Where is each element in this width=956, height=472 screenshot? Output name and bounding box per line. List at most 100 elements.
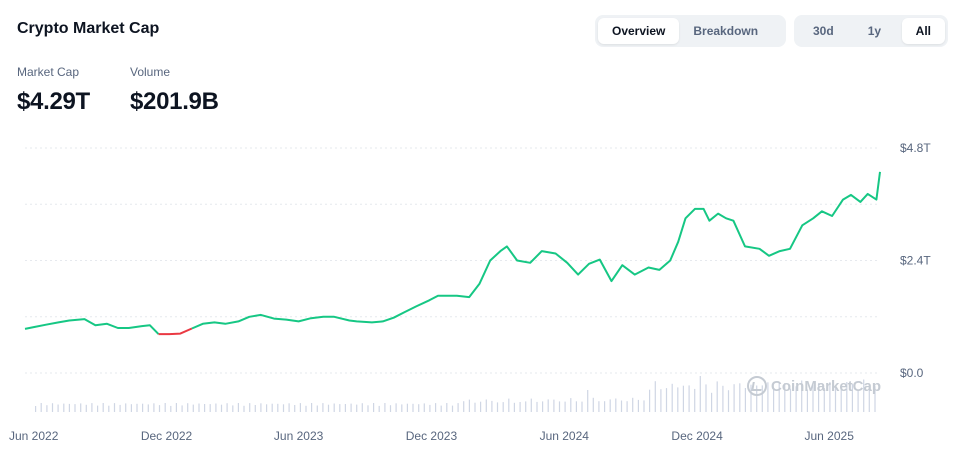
y-tick-label: $0.0 [900, 366, 924, 380]
volume-bar [40, 403, 42, 412]
coinmarketcap-watermark: CoinMarketCap [747, 376, 881, 396]
volume-bar [389, 405, 392, 412]
volume-bar [626, 401, 628, 412]
volume-bar [643, 400, 645, 412]
volume-bar [744, 388, 746, 412]
volume-bar [857, 389, 859, 412]
volume-bar [282, 404, 285, 412]
overview-tab[interactable]: Overview [598, 18, 680, 44]
volume-bar [97, 405, 99, 412]
volume-bar [834, 386, 837, 412]
volume-bar [344, 404, 346, 412]
volume-bar [649, 389, 651, 412]
volume-bar [711, 392, 713, 412]
volume-bar [401, 404, 403, 412]
volume-bar [801, 380, 803, 412]
volume-bar [237, 403, 239, 412]
volume-bar [851, 384, 853, 412]
volume-bar [136, 403, 138, 412]
volume-bar [418, 404, 420, 412]
x-tick-label: Dec 2024 [671, 429, 723, 443]
range-30d-button[interactable]: 30d [813, 24, 834, 38]
volume-bar [333, 403, 335, 412]
volume-bar [463, 401, 465, 412]
volume-bar [784, 383, 786, 412]
volume-bar [220, 404, 223, 412]
volume-bar [299, 403, 301, 412]
volume-bar [215, 403, 217, 412]
volume-bar [688, 385, 690, 412]
volume-bar [682, 385, 684, 412]
x-tick-label: Dec 2022 [141, 429, 193, 443]
volume-bar [677, 387, 679, 412]
volume-bar [806, 389, 808, 412]
series-line-segment [158, 327, 193, 336]
volume-bar [587, 390, 589, 412]
volume-bar [513, 402, 515, 412]
volume-bar [277, 403, 279, 412]
x-tick-label: Jun 2025 [804, 429, 854, 443]
volume-bar [423, 403, 425, 412]
volume-value: $201.9B [130, 88, 219, 115]
volume-bar [226, 403, 228, 412]
volume-bar [294, 405, 296, 412]
volume-bar [874, 386, 876, 412]
volume-bar [778, 383, 780, 412]
volume-bar [249, 403, 251, 412]
volume-bar [564, 401, 566, 412]
volume-bar [558, 401, 561, 412]
volume-bar [553, 399, 555, 412]
volume-bar [457, 403, 459, 412]
range-all-button[interactable]: All [901, 18, 945, 44]
volume-bar [480, 401, 482, 412]
volume-bar [147, 404, 149, 412]
volume-bar [209, 404, 211, 412]
volume-bar [536, 401, 538, 412]
volume-bar [756, 385, 758, 412]
breakdown-tab[interactable]: Breakdown [693, 24, 759, 38]
volume-bar [496, 402, 499, 412]
volume-bar [570, 398, 572, 412]
volume-bar [609, 399, 611, 412]
view-toggle: Overview Breakdown [595, 15, 786, 47]
volume-bar [175, 403, 177, 412]
volume-bar [305, 405, 307, 412]
volume-bar [271, 403, 273, 412]
volume-bar [322, 403, 324, 412]
market-cap-value: $4.29T [17, 88, 90, 115]
volume-bar [519, 402, 521, 412]
volume-bar [260, 403, 262, 412]
volume-bar [51, 403, 54, 412]
volume-bar [446, 403, 448, 412]
volume-bar [750, 384, 752, 412]
volume-bar [119, 404, 121, 412]
volume-bar [361, 403, 363, 412]
volume-bar [542, 401, 544, 412]
volume-bar [727, 390, 730, 412]
watermark-text: CoinMarketCap [771, 377, 882, 395]
volume-bar [440, 405, 442, 412]
volume-bar [654, 381, 656, 412]
volume-bar [113, 403, 116, 412]
volume-bar [91, 403, 93, 412]
volume-bar [266, 404, 268, 412]
volume-bar [367, 405, 369, 412]
range-1y-button[interactable]: 1y [867, 24, 882, 38]
volume-bar [153, 403, 155, 412]
series-line-segment [24, 318, 160, 335]
volume-bar [373, 403, 375, 412]
volume-bar [316, 405, 318, 412]
volume-bar [722, 385, 724, 412]
volume-bar [378, 405, 380, 412]
volume-bar [187, 403, 189, 412]
volume-bar [598, 401, 600, 412]
volume-bar [671, 383, 673, 412]
range-toggle: 30d 1y All [794, 15, 948, 47]
volume-bar [863, 379, 865, 412]
volume-bar [632, 397, 634, 412]
volume-bar [142, 403, 144, 412]
volume-bar [243, 405, 245, 412]
volume-bar [795, 386, 797, 412]
volume-bar [85, 404, 87, 412]
